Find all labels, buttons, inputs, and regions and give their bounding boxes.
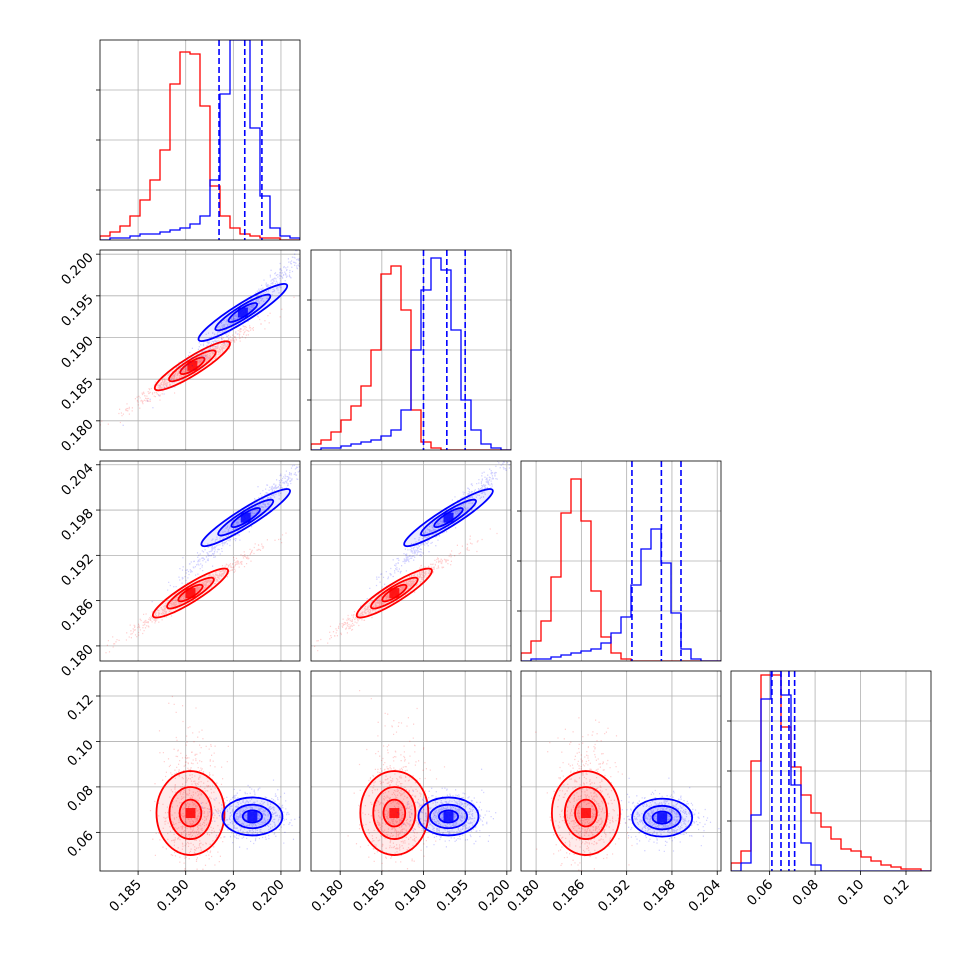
panel-frame bbox=[99, 670, 301, 872]
x-tick-label: 0.192 bbox=[595, 877, 634, 916]
scatter-panel-3-2 bbox=[310, 460, 512, 662]
y-tick-label: 0.12 bbox=[64, 692, 97, 725]
x-tick-label: 0.12 bbox=[880, 877, 913, 910]
red-peak bbox=[185, 588, 196, 599]
x-tick-label: 0.10 bbox=[835, 877, 868, 910]
x-tick-label: 0.204 bbox=[685, 877, 724, 916]
panel-frame bbox=[99, 460, 301, 662]
panel-frame bbox=[310, 670, 512, 872]
x-tick-label: 0.180 bbox=[504, 877, 543, 916]
red-peak bbox=[185, 808, 196, 819]
scatter-panel-4-3 bbox=[520, 670, 722, 872]
blue-histogram bbox=[100, 40, 300, 240]
hist-panel-1 bbox=[96, 39, 301, 241]
red-histogram bbox=[311, 265, 511, 450]
y-tick-label: 0.198 bbox=[58, 506, 97, 545]
red-histogram bbox=[521, 478, 721, 661]
panel-frame bbox=[520, 670, 722, 872]
x-tick-label: 0.190 bbox=[392, 877, 431, 916]
hist-panel-2 bbox=[307, 249, 512, 451]
x-tick-label: 0.195 bbox=[202, 877, 241, 916]
x-tick-label: 0.190 bbox=[154, 877, 193, 916]
blue-peak bbox=[247, 811, 258, 822]
x-tick-label: 0.195 bbox=[433, 877, 472, 916]
red-peak bbox=[389, 588, 400, 599]
blue-samples bbox=[200, 779, 300, 850]
x-tick-label: 0.06 bbox=[744, 877, 777, 910]
red-peak bbox=[580, 808, 591, 819]
y-tick-label: 0.204 bbox=[58, 460, 97, 499]
blue-peak bbox=[443, 512, 454, 523]
x-tick-label: 0.185 bbox=[350, 877, 389, 916]
hist-panel-4 bbox=[727, 670, 932, 872]
y-tick-label: 0.180 bbox=[58, 416, 97, 455]
y-tick-label: 0.185 bbox=[58, 375, 97, 414]
scatter-panel-4-1 bbox=[99, 670, 301, 872]
x-tick-label: 0.185 bbox=[106, 877, 145, 916]
y-tick-label: 0.195 bbox=[58, 291, 97, 330]
y-tick-label: 0.180 bbox=[58, 641, 97, 680]
blue-peak bbox=[443, 811, 454, 822]
scatter-panel-2-1 bbox=[99, 249, 301, 451]
y-tick-label: 0.190 bbox=[58, 333, 97, 372]
blue-peak bbox=[657, 812, 668, 823]
x-tick-label: 0.200 bbox=[475, 877, 514, 916]
blue-peak bbox=[240, 512, 251, 523]
red-peak bbox=[389, 808, 400, 819]
red-samples bbox=[535, 717, 633, 871]
y-tick-label: 0.192 bbox=[58, 551, 97, 590]
y-tick-label: 0.186 bbox=[58, 596, 97, 635]
y-tick-label: 0.10 bbox=[64, 737, 97, 770]
x-tick-label: 0.198 bbox=[640, 877, 679, 916]
x-tick-label: 0.200 bbox=[249, 877, 288, 916]
x-tick-label: 0.186 bbox=[550, 877, 589, 916]
x-tick-label: 0.08 bbox=[789, 877, 822, 910]
y-tick-label: 0.200 bbox=[58, 250, 97, 289]
panel-frame bbox=[310, 460, 512, 662]
blue-histogram bbox=[311, 257, 511, 450]
red-samples bbox=[347, 689, 446, 871]
red-histogram bbox=[100, 51, 300, 240]
blue-histogram bbox=[731, 671, 931, 871]
y-tick-label: 0.08 bbox=[64, 782, 97, 815]
scatter-panel-4-2 bbox=[310, 670, 512, 872]
hist-panel-3 bbox=[517, 460, 722, 662]
x-tick-label: 0.180 bbox=[308, 877, 347, 916]
panel-frame bbox=[99, 249, 301, 451]
y-tick-label: 0.06 bbox=[64, 828, 97, 861]
blue-peak bbox=[237, 307, 248, 318]
red-peak bbox=[187, 360, 198, 371]
scatter-panel-3-1 bbox=[99, 460, 301, 662]
